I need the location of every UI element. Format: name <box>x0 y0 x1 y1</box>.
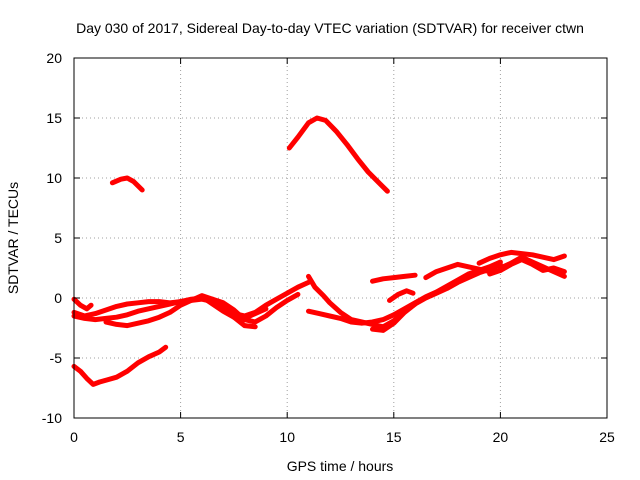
y-tick-label: 10 <box>46 170 62 186</box>
series-line-sat-n <box>423 261 503 281</box>
series-line-sat-m <box>370 272 418 284</box>
y-tick-labels: -10 -5 0 5 10 15 20 <box>42 50 62 426</box>
x-tick-label: 15 <box>386 429 402 445</box>
x-tick-label: 20 <box>493 429 509 445</box>
series-line-sat-j <box>306 259 503 326</box>
series-line-sat-g <box>109 175 145 193</box>
x-tick-label: 5 <box>177 429 185 445</box>
series-line-sat-c <box>71 296 94 312</box>
series-line-sat-q <box>497 254 567 279</box>
series-line-sat-k <box>370 261 503 333</box>
y-tick-label: 5 <box>54 230 62 246</box>
x-tick-label: 0 <box>70 429 78 445</box>
series-line-sat-e <box>199 294 269 321</box>
x-tick-labels: 0 5 10 15 20 25 <box>70 429 615 445</box>
x-axis-label: GPS time / hours <box>287 458 394 474</box>
y-tick-label: 20 <box>46 50 62 66</box>
y-tick-label: -5 <box>50 350 63 366</box>
y-axis-label: SDTVAR / TECUs <box>5 182 21 294</box>
series-line-sat-h <box>286 115 390 194</box>
series-line-sat-o <box>476 249 567 266</box>
chart-title: Day 030 of 2017, Sidereal Day-to-day VTE… <box>76 20 584 36</box>
series-layer <box>71 115 567 387</box>
x-tick-label: 25 <box>599 429 615 445</box>
y-tick-label: 15 <box>46 110 62 126</box>
tick-marks <box>73 57 608 419</box>
series-line-sat-f <box>71 344 169 387</box>
x-tick-label: 10 <box>279 429 295 445</box>
series-line-sat-l <box>387 288 416 303</box>
grid-lines <box>74 58 607 418</box>
y-tick-label: -10 <box>42 410 62 426</box>
y-tick-label: 0 <box>54 290 62 306</box>
